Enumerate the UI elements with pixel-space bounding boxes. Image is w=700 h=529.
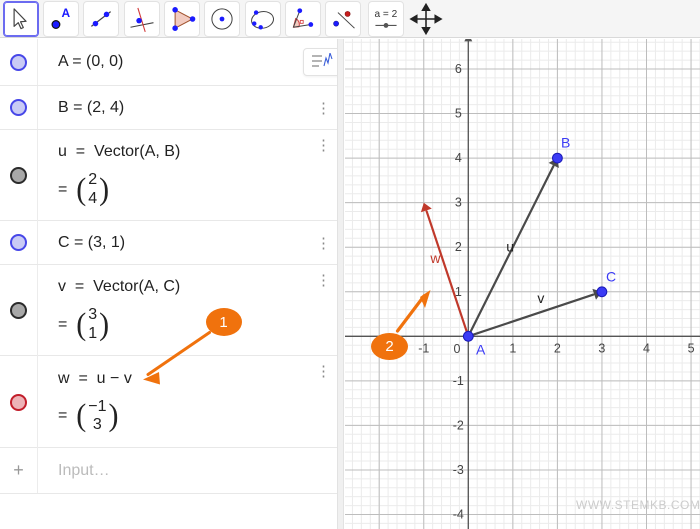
svg-text:B: B [561, 135, 570, 151]
svg-text:4: 4 [643, 341, 650, 355]
svg-text:-2: -2 [453, 418, 464, 432]
svg-text:4: 4 [455, 151, 462, 165]
svg-text:-1: -1 [418, 341, 429, 355]
svg-text:w: w [429, 250, 441, 266]
svg-text:6: 6 [455, 62, 462, 76]
svg-text:-3: -3 [453, 463, 464, 477]
svg-text:2: 2 [455, 240, 462, 254]
svg-text:2: 2 [554, 341, 561, 355]
svg-text:-1: -1 [453, 374, 464, 388]
svg-text:0: 0 [454, 342, 461, 356]
svg-text:5: 5 [688, 341, 695, 355]
svg-text:3: 3 [455, 196, 462, 210]
svg-text:5: 5 [455, 107, 462, 121]
svg-text:-4: -4 [453, 508, 464, 522]
svg-text:3: 3 [598, 341, 605, 355]
svg-text:v: v [537, 290, 544, 306]
svg-text:A: A [61, 6, 70, 20]
svg-text:1: 1 [509, 341, 516, 355]
svg-text:u: u [506, 239, 514, 255]
svg-text:a = 2: a = 2 [374, 9, 397, 20]
svg-text:C: C [606, 268, 616, 284]
svg-text:A: A [476, 341, 486, 357]
